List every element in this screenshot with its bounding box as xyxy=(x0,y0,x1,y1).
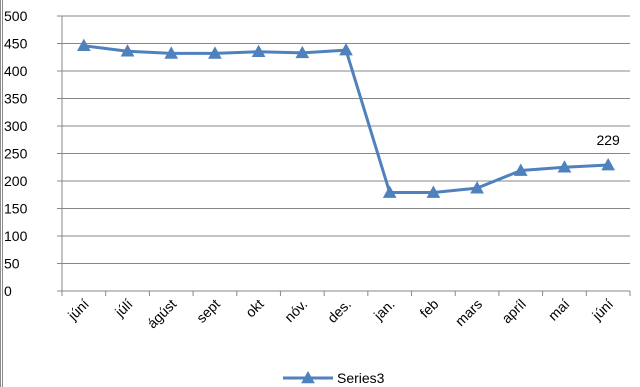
legend-marker xyxy=(301,370,315,384)
y-tick-label-350: 350 xyxy=(4,91,28,107)
data-label: 229 xyxy=(596,132,620,148)
y-tick-label-50: 50 xyxy=(4,256,20,272)
x-tick-label: júní xyxy=(588,296,616,324)
x-tick-label: jan. xyxy=(370,296,398,324)
gridlines xyxy=(62,15,630,264)
y-tick-label-250: 250 xyxy=(4,146,28,162)
chart-frame-edge xyxy=(0,0,4,387)
data-point-marker xyxy=(382,185,397,198)
y-tick-label-100: 100 xyxy=(4,228,28,244)
y-tick-label-300: 300 xyxy=(4,118,28,134)
data-point-marker xyxy=(76,38,91,51)
data-point-marker xyxy=(426,185,441,198)
data-point-marker xyxy=(208,46,222,59)
data-point-marker xyxy=(339,43,353,56)
series-line-0 xyxy=(82,44,610,195)
data-point-marker xyxy=(470,181,484,194)
data-point-marker xyxy=(164,46,179,59)
data-point-marker xyxy=(120,44,135,57)
x-axis-tick-labels: júní júlí ágúst sept okt nóv. des. jan. feb mars a… xyxy=(64,296,616,332)
x-tick-label: des. xyxy=(324,296,354,326)
x-tick-label: feb xyxy=(416,296,441,321)
y-axis-tick-labels: 0 50 100 150 200 250 300 350 400 450 500 xyxy=(4,8,28,299)
y-tick-label-500: 500 xyxy=(4,8,28,24)
legend-label: Series3 xyxy=(337,370,385,386)
x-tick-label: mars xyxy=(452,296,485,329)
data-point-marker xyxy=(513,163,528,176)
data-point-marker xyxy=(251,44,266,58)
x-tick-label: okt xyxy=(242,296,267,321)
x-tick-label: maí xyxy=(545,296,573,324)
y-tick-label-0: 0 xyxy=(4,283,12,299)
y-tick-label-200: 200 xyxy=(4,173,28,189)
data-point-marker xyxy=(601,158,616,171)
x-tick-label: júlí xyxy=(111,296,136,321)
y-tick-label-450: 450 xyxy=(4,36,28,52)
x-tick-label: apríl xyxy=(498,296,529,327)
x-tick-label: ágúst xyxy=(144,296,180,332)
axes xyxy=(57,15,631,296)
x-tick-label: nóv. xyxy=(281,296,310,325)
x-tick-label: sept xyxy=(193,296,223,326)
data-point-marker xyxy=(295,45,310,59)
series-layer xyxy=(76,38,616,198)
data-point-marker xyxy=(557,160,572,173)
x-tick-label: júní xyxy=(64,296,92,324)
y-tick-label-150: 150 xyxy=(4,201,28,217)
data-labels: 229 xyxy=(596,132,620,148)
legend: Series3 xyxy=(283,370,385,386)
y-tick-label-400: 400 xyxy=(4,63,28,79)
